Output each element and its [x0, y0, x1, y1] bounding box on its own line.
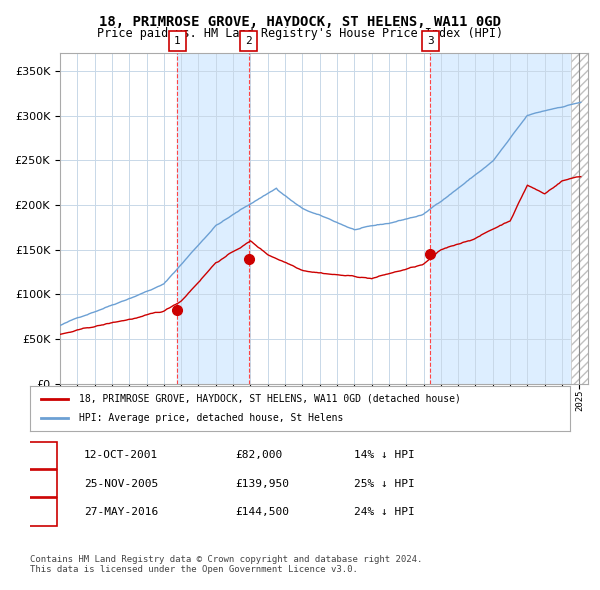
Bar: [571, 53, 588, 384]
Text: 3: 3: [427, 37, 434, 46]
Text: 24% ↓ HPI: 24% ↓ HPI: [354, 507, 415, 517]
Text: 27-MAY-2016: 27-MAY-2016: [84, 507, 158, 517]
Text: 18, PRIMROSE GROVE, HAYDOCK, ST HELENS, WA11 0GD: 18, PRIMROSE GROVE, HAYDOCK, ST HELENS, …: [99, 15, 501, 29]
Text: 14% ↓ HPI: 14% ↓ HPI: [354, 451, 415, 460]
Text: £144,500: £144,500: [235, 507, 289, 517]
Text: 18, PRIMROSE GROVE, HAYDOCK, ST HELENS, WA11 0GD (detached house): 18, PRIMROSE GROVE, HAYDOCK, ST HELENS, …: [79, 394, 460, 404]
FancyBboxPatch shape: [28, 470, 57, 497]
Text: £82,000: £82,000: [235, 451, 283, 460]
Text: HPI: Average price, detached house, St Helens: HPI: Average price, detached house, St H…: [79, 414, 343, 423]
Text: Contains HM Land Registry data © Crown copyright and database right 2024.
This d: Contains HM Land Registry data © Crown c…: [30, 555, 422, 574]
Bar: [178, 53, 248, 384]
Text: 3: 3: [39, 507, 46, 517]
Text: 12-OCT-2001: 12-OCT-2001: [84, 451, 158, 460]
Text: 1: 1: [39, 451, 46, 460]
Text: Price paid vs. HM Land Registry's House Price Index (HPI): Price paid vs. HM Land Registry's House …: [97, 27, 503, 40]
Text: 2: 2: [39, 479, 46, 489]
Text: 2: 2: [245, 37, 252, 46]
Text: 1: 1: [174, 37, 181, 46]
FancyBboxPatch shape: [28, 442, 57, 469]
Text: 25% ↓ HPI: 25% ↓ HPI: [354, 479, 415, 489]
FancyBboxPatch shape: [28, 499, 57, 526]
Bar: [571, 53, 588, 384]
Text: £139,950: £139,950: [235, 479, 289, 489]
Bar: [430, 53, 571, 384]
Text: 25-NOV-2005: 25-NOV-2005: [84, 479, 158, 489]
